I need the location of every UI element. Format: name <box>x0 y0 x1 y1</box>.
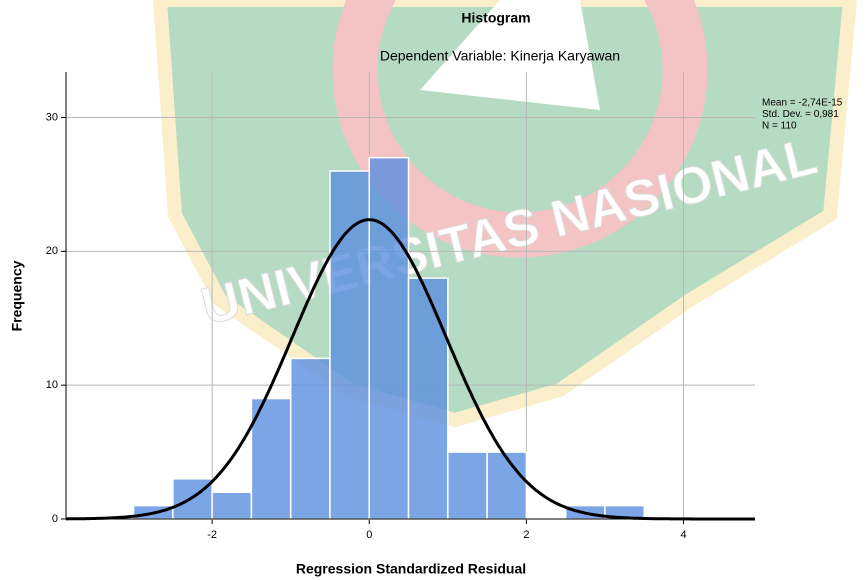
y-tick-label: 30 <box>46 111 58 123</box>
stats-line: N = 110 <box>762 121 797 132</box>
x-axis-label: Regression Standardized Residual <box>296 561 526 577</box>
y-axis-label: Frequency <box>9 260 25 331</box>
bar <box>407 277 449 520</box>
bar <box>211 491 253 520</box>
y-tick-label: 20 <box>46 245 58 257</box>
chart-subtitle: Dependent Variable: Kinerja Karyawan <box>380 48 620 64</box>
x-tick-label: 2 <box>523 529 529 541</box>
x-tick-label: -2 <box>207 529 217 541</box>
bar <box>250 397 292 520</box>
bar <box>368 156 410 520</box>
bar <box>447 451 488 520</box>
y-tick-label: 10 <box>46 379 58 391</box>
bar <box>289 357 331 520</box>
watermark-ring <box>332 0 708 258</box>
stats-line: Mean = -2,74E-15 <box>762 98 843 109</box>
watermark-emblem <box>420 0 600 110</box>
stats-line: Std. Dev. = 0,981 <box>762 109 839 120</box>
normal-curve <box>66 218 755 521</box>
y-tick-label: 0 <box>52 513 58 525</box>
bar <box>486 451 528 520</box>
x-tick-label: 4 <box>680 529 686 541</box>
x-tick-label: 0 <box>366 529 372 541</box>
bar <box>329 170 371 520</box>
chart-title: Histogram <box>461 10 530 26</box>
